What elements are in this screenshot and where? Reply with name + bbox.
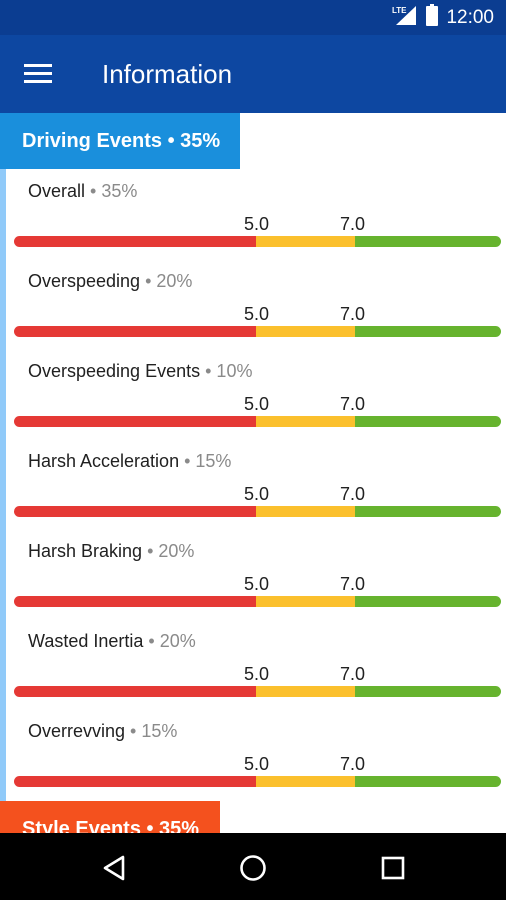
threshold-low: 5.0 bbox=[244, 214, 270, 234]
metric-name: Harsh Braking bbox=[28, 541, 143, 561]
metric-name: Overspeeding Events bbox=[28, 361, 201, 381]
metric-name: Harsh Acceleration bbox=[28, 451, 180, 471]
metric-row-overspeeding: Overspeeding • 20% 5.0 7.0 bbox=[14, 261, 502, 351]
bar-segment-green bbox=[355, 326, 501, 337]
section-header-driving-events[interactable]: Driving Events • 35% bbox=[0, 113, 240, 169]
metric-name: Overall bbox=[28, 181, 86, 201]
recents-button[interactable] bbox=[371, 846, 415, 890]
threshold-low: 5.0 bbox=[244, 484, 270, 504]
score-scale-bar bbox=[14, 506, 501, 517]
threshold-high: 7.0 bbox=[340, 214, 366, 234]
metric-label: Harsh Acceleration • 15% bbox=[28, 451, 231, 472]
bar-segment-green bbox=[355, 776, 501, 787]
battery-icon bbox=[426, 4, 439, 31]
metric-label: Overspeeding Events • 10% bbox=[28, 361, 252, 382]
hamburger-menu-icon bbox=[24, 64, 52, 83]
menu-button[interactable] bbox=[18, 55, 58, 93]
metric-name: Overspeeding bbox=[28, 271, 141, 291]
home-button[interactable] bbox=[231, 846, 275, 890]
metric-weight: • 10% bbox=[205, 361, 253, 381]
section-rail bbox=[0, 169, 6, 801]
score-scale-bar bbox=[14, 686, 501, 697]
metric-name: Wasted Inertia bbox=[28, 631, 144, 651]
bar-segment-red bbox=[14, 506, 256, 517]
bar-segment-yellow bbox=[256, 776, 355, 787]
bar-segment-yellow bbox=[256, 506, 355, 517]
metric-label: Wasted Inertia • 20% bbox=[28, 631, 196, 652]
metric-row-overall: Overall • 35% 5.0 7.0 bbox=[14, 171, 502, 261]
score-scale-bar bbox=[14, 596, 501, 607]
score-scale-bar bbox=[14, 236, 501, 247]
metric-label: Overall • 35% bbox=[28, 181, 137, 202]
score-scale-bar bbox=[14, 776, 501, 787]
bar-segment-red bbox=[14, 776, 256, 787]
bar-segment-green bbox=[355, 416, 501, 427]
app-bar: Information bbox=[0, 35, 506, 113]
bar-segment-green bbox=[355, 686, 501, 697]
bar-segment-yellow bbox=[256, 596, 355, 607]
threshold-low: 5.0 bbox=[244, 664, 270, 684]
metric-name: Overrevving bbox=[28, 721, 126, 741]
metric-label: Overrevving • 15% bbox=[28, 721, 177, 742]
status-icons: LTE 12:00 bbox=[392, 0, 494, 35]
metric-row-overrevving: Overrevving • 15% 5.0 7.0 bbox=[14, 711, 502, 801]
metric-weight: • 35% bbox=[90, 181, 138, 201]
threshold-high: 7.0 bbox=[340, 754, 366, 774]
threshold-high: 7.0 bbox=[340, 394, 366, 414]
score-scale-bar bbox=[14, 416, 501, 427]
system-nav-bar bbox=[0, 833, 506, 900]
metric-weight: • 15% bbox=[184, 451, 232, 471]
bar-segment-yellow bbox=[256, 326, 355, 337]
threshold-low: 5.0 bbox=[244, 574, 270, 594]
bar-segment-red bbox=[14, 236, 256, 247]
lte-signal-icon: LTE bbox=[392, 4, 418, 31]
threshold-high: 7.0 bbox=[340, 304, 366, 324]
metric-weight: • 15% bbox=[130, 721, 178, 741]
metric-weight: • 20% bbox=[148, 631, 196, 651]
threshold-low: 5.0 bbox=[244, 754, 270, 774]
status-time: 12:00 bbox=[446, 6, 494, 28]
bar-segment-red bbox=[14, 686, 256, 697]
metric-weight: • 20% bbox=[147, 541, 195, 561]
bar-segment-red bbox=[14, 596, 256, 607]
metric-row-overspeeding-events: Overspeeding Events • 10% 5.0 7.0 bbox=[14, 351, 502, 441]
metric-label: Harsh Braking • 20% bbox=[28, 541, 194, 562]
bar-segment-yellow bbox=[256, 416, 355, 427]
recents-icon bbox=[381, 856, 405, 880]
bar-segment-red bbox=[14, 416, 256, 427]
page-title: Information bbox=[102, 59, 233, 89]
metric-label: Overspeeding • 20% bbox=[28, 271, 192, 292]
threshold-low: 5.0 bbox=[244, 304, 270, 324]
metric-row-wasted-inertia: Wasted Inertia • 20% 5.0 7.0 bbox=[14, 621, 502, 711]
bar-segment-yellow bbox=[256, 236, 355, 247]
information-list[interactable]: Driving Events • 35% Overall • 35% 5.0 7… bbox=[0, 113, 506, 833]
threshold-high: 7.0 bbox=[340, 574, 366, 594]
metric-weight: • 20% bbox=[145, 271, 193, 291]
bar-segment-green bbox=[355, 236, 501, 247]
metric-row-harsh-braking: Harsh Braking • 20% 5.0 7.0 bbox=[14, 531, 502, 621]
bar-segment-green bbox=[355, 596, 501, 607]
back-icon bbox=[103, 855, 125, 881]
score-scale-bar bbox=[14, 326, 501, 337]
section-header-style-events[interactable]: Style Events • 35% bbox=[0, 801, 220, 833]
threshold-low: 5.0 bbox=[244, 394, 270, 414]
back-button[interactable] bbox=[92, 846, 136, 890]
bar-segment-green bbox=[355, 506, 501, 517]
threshold-high: 7.0 bbox=[340, 484, 366, 504]
network-label: LTE bbox=[392, 6, 407, 15]
bar-segment-red bbox=[14, 326, 256, 337]
bar-segment-yellow bbox=[256, 686, 355, 697]
status-bar: LTE 12:00 bbox=[0, 0, 506, 35]
home-icon bbox=[240, 855, 266, 881]
threshold-high: 7.0 bbox=[340, 664, 366, 684]
metric-row-harsh-acceleration: Harsh Acceleration • 15% 5.0 7.0 bbox=[14, 441, 502, 531]
